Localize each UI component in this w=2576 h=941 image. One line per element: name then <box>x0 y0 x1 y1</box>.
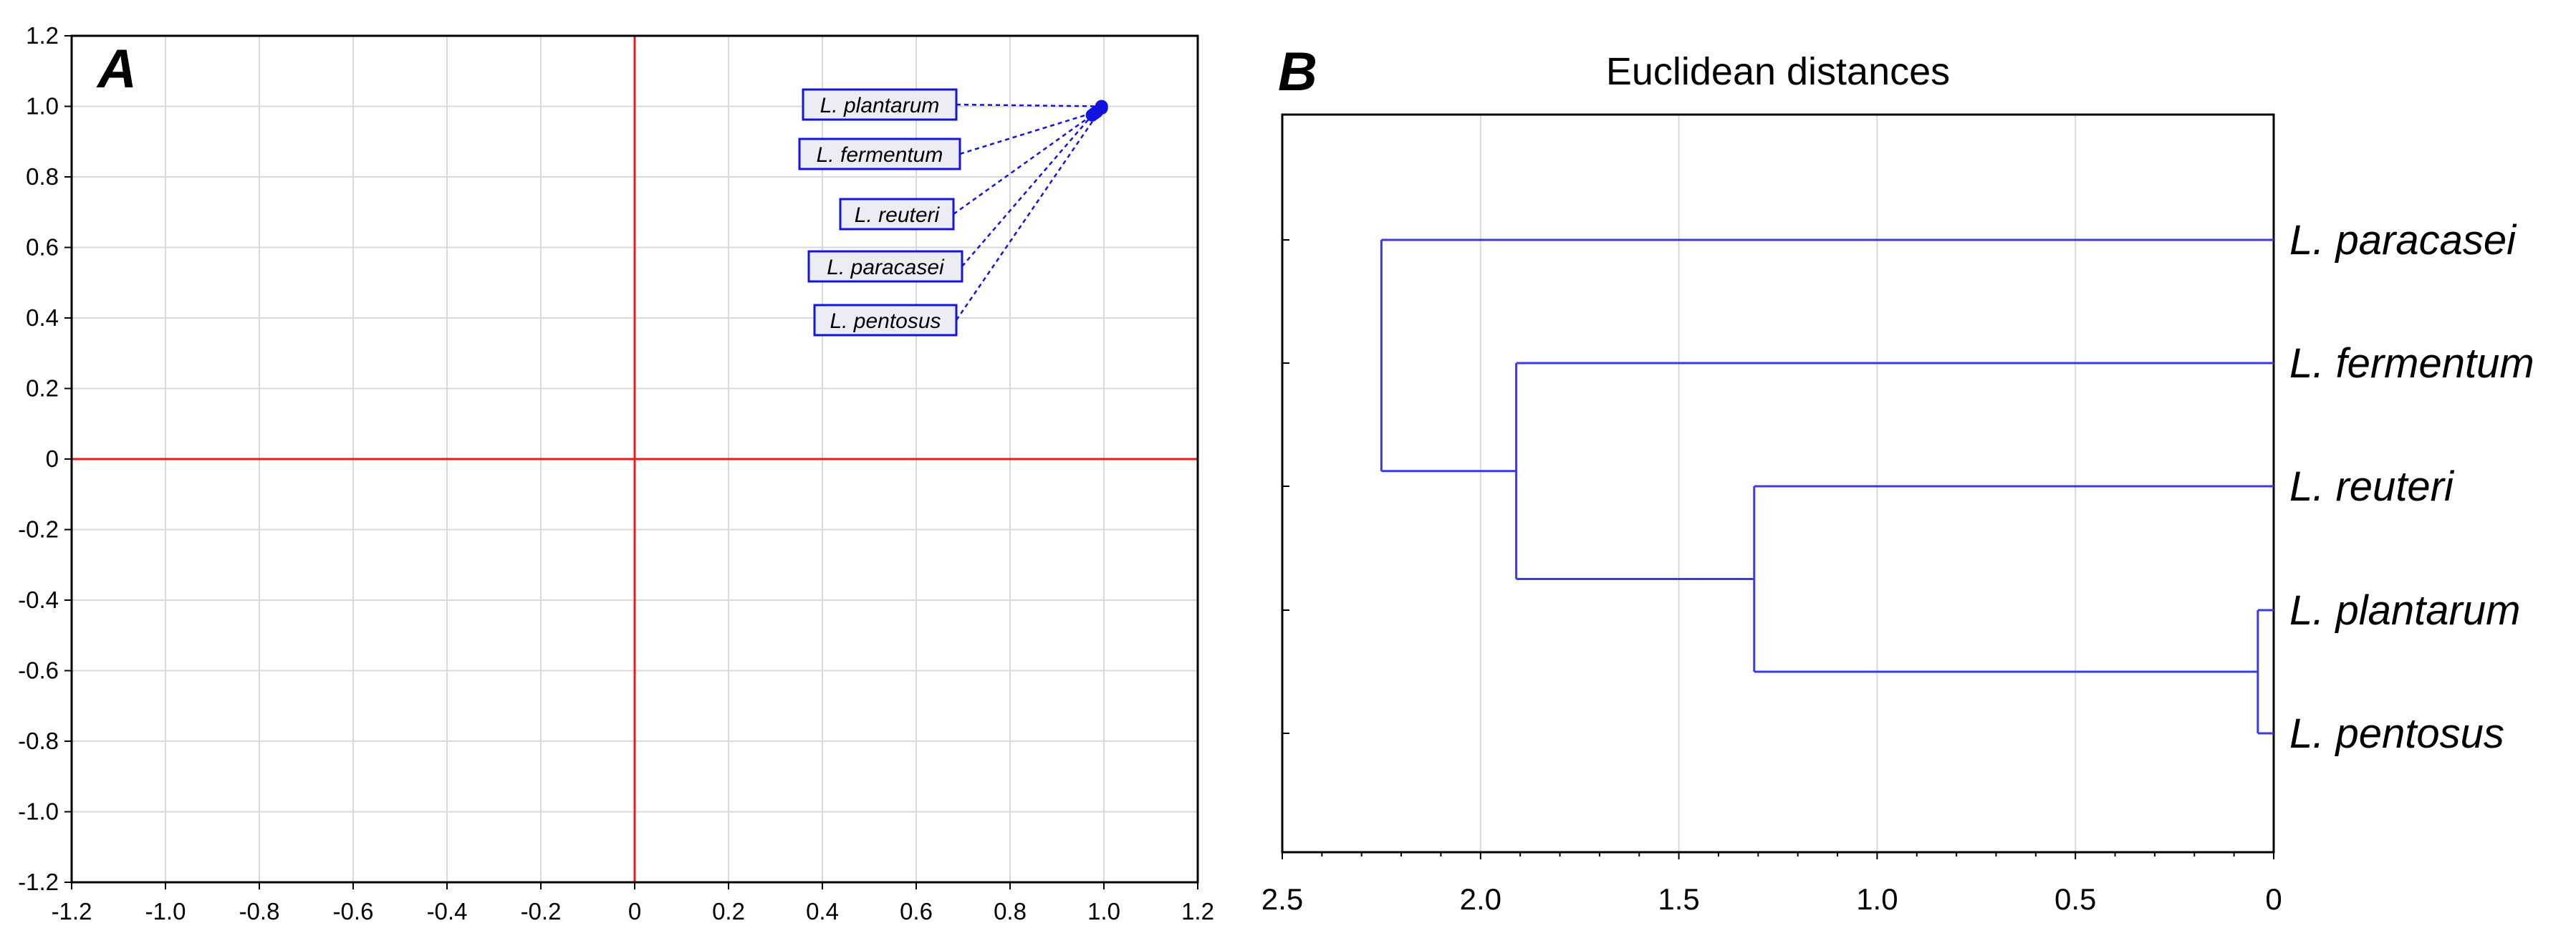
panel-label-a: A <box>96 39 137 100</box>
point-label: L. fermentum <box>817 143 943 167</box>
x-tick-label: 2.0 <box>1460 882 1501 916</box>
x-tick-label: -0.4 <box>427 898 468 925</box>
y-tick-label: 1.2 <box>26 22 59 49</box>
x-tick-label: -0.8 <box>239 898 280 925</box>
y-tick-label: 0.4 <box>26 304 59 331</box>
y-tick-label: -0.2 <box>18 516 59 543</box>
y-tick-label: 0 <box>46 445 59 472</box>
dendrogram-grid <box>1282 115 2274 852</box>
dendrogram-leaf-labels: L. paracasei L. fermentum L. reuteri L. pla… <box>2289 217 2534 757</box>
dendrogram-plot-frame <box>1281 113 2275 854</box>
x-tick-label: 1.5 <box>1658 882 1699 916</box>
dendrogram-ticks: 2.5 2.0 1.5 1.0 0.5 0 <box>1261 239 2282 916</box>
x-tick-label: 0 <box>628 898 641 925</box>
leader-line <box>953 112 1095 216</box>
leader-line <box>959 110 1097 155</box>
scatter-point <box>1085 108 1099 122</box>
x-tick-label: 0 <box>2265 882 2282 916</box>
x-tick-label: 0.2 <box>712 898 745 925</box>
dendrogram-panel: 2.5 2.0 1.5 1.0 0.5 0 L. paracasei L. fermentu… <box>1261 42 2534 916</box>
x-tick-label: 0.4 <box>806 898 839 925</box>
x-tick-label: 2.5 <box>1261 882 1303 916</box>
leaf-label: L. fermentum <box>2289 340 2534 387</box>
dendrogram-title: Euclidean distances <box>1606 50 1950 93</box>
point-label: L. reuteri <box>855 203 941 227</box>
y-tick-label: -1.0 <box>18 798 59 825</box>
scatter-ticks: -1.2 -1.0 -0.8 -0.6 -0.4 -0.2 0 0.2 0.4 0.6 0.8 1.0… <box>18 22 1214 925</box>
x-tick-label: -1.2 <box>52 898 92 925</box>
y-tick-label: 0.2 <box>26 375 59 402</box>
leaf-label: L. reuteri <box>2289 463 2455 510</box>
x-tick-label: 0.8 <box>994 898 1027 925</box>
point-label: L. plantarum <box>820 94 940 117</box>
point-label-box <box>798 137 961 170</box>
point-label-box <box>807 250 963 283</box>
point-label-box <box>813 304 958 337</box>
scatter-point <box>1095 101 1108 115</box>
leader-line <box>956 103 1102 107</box>
x-tick-label: 1.0 <box>1856 882 1898 916</box>
x-tick-label: 0.6 <box>900 898 933 925</box>
y-tick-label: -0.6 <box>18 657 59 684</box>
y-tick-label: -0.8 <box>18 728 59 754</box>
panel-label-b: B <box>1278 42 1317 102</box>
label-leader-lines <box>953 103 1102 321</box>
x-tick-label: 1.2 <box>1181 898 1214 925</box>
scatter-panel: -1.2 -1.0 -0.8 -0.6 -0.4 -0.2 0 0.2 0.4 0.6 0.8 1.0… <box>18 22 1214 925</box>
dendrogram-branches <box>1380 238 2274 735</box>
point-labels: L. plantarum L. fermentum L. reuteri L. par… <box>798 88 963 337</box>
x-tick-label: 1.0 <box>1087 898 1120 925</box>
y-tick-label: 1.0 <box>26 93 59 120</box>
y-tick-label: -0.4 <box>18 587 59 613</box>
leader-line <box>955 107 1102 321</box>
point-label-box <box>802 88 958 121</box>
x-tick-label: 0.5 <box>2054 882 2096 916</box>
point-label: L. paracasei <box>827 256 945 279</box>
x-tick-label: -1.0 <box>145 898 186 925</box>
y-tick-label: 0.6 <box>26 234 59 261</box>
x-tick-label: -0.6 <box>333 898 374 925</box>
leader-line <box>961 114 1093 267</box>
leaf-label: L. paracasei <box>2289 217 2517 264</box>
x-tick-label: -0.2 <box>521 898 562 925</box>
leaf-label: L. plantarum <box>2289 587 2520 634</box>
point-label-box <box>839 198 955 231</box>
point-label: L. pentosus <box>830 309 941 333</box>
scatter-points <box>1085 100 1108 122</box>
reference-lines <box>72 36 1198 882</box>
leaf-label: L. pentosus <box>2289 710 2504 757</box>
y-tick-label: 0.8 <box>26 163 59 190</box>
y-tick-label: -1.2 <box>18 869 59 895</box>
